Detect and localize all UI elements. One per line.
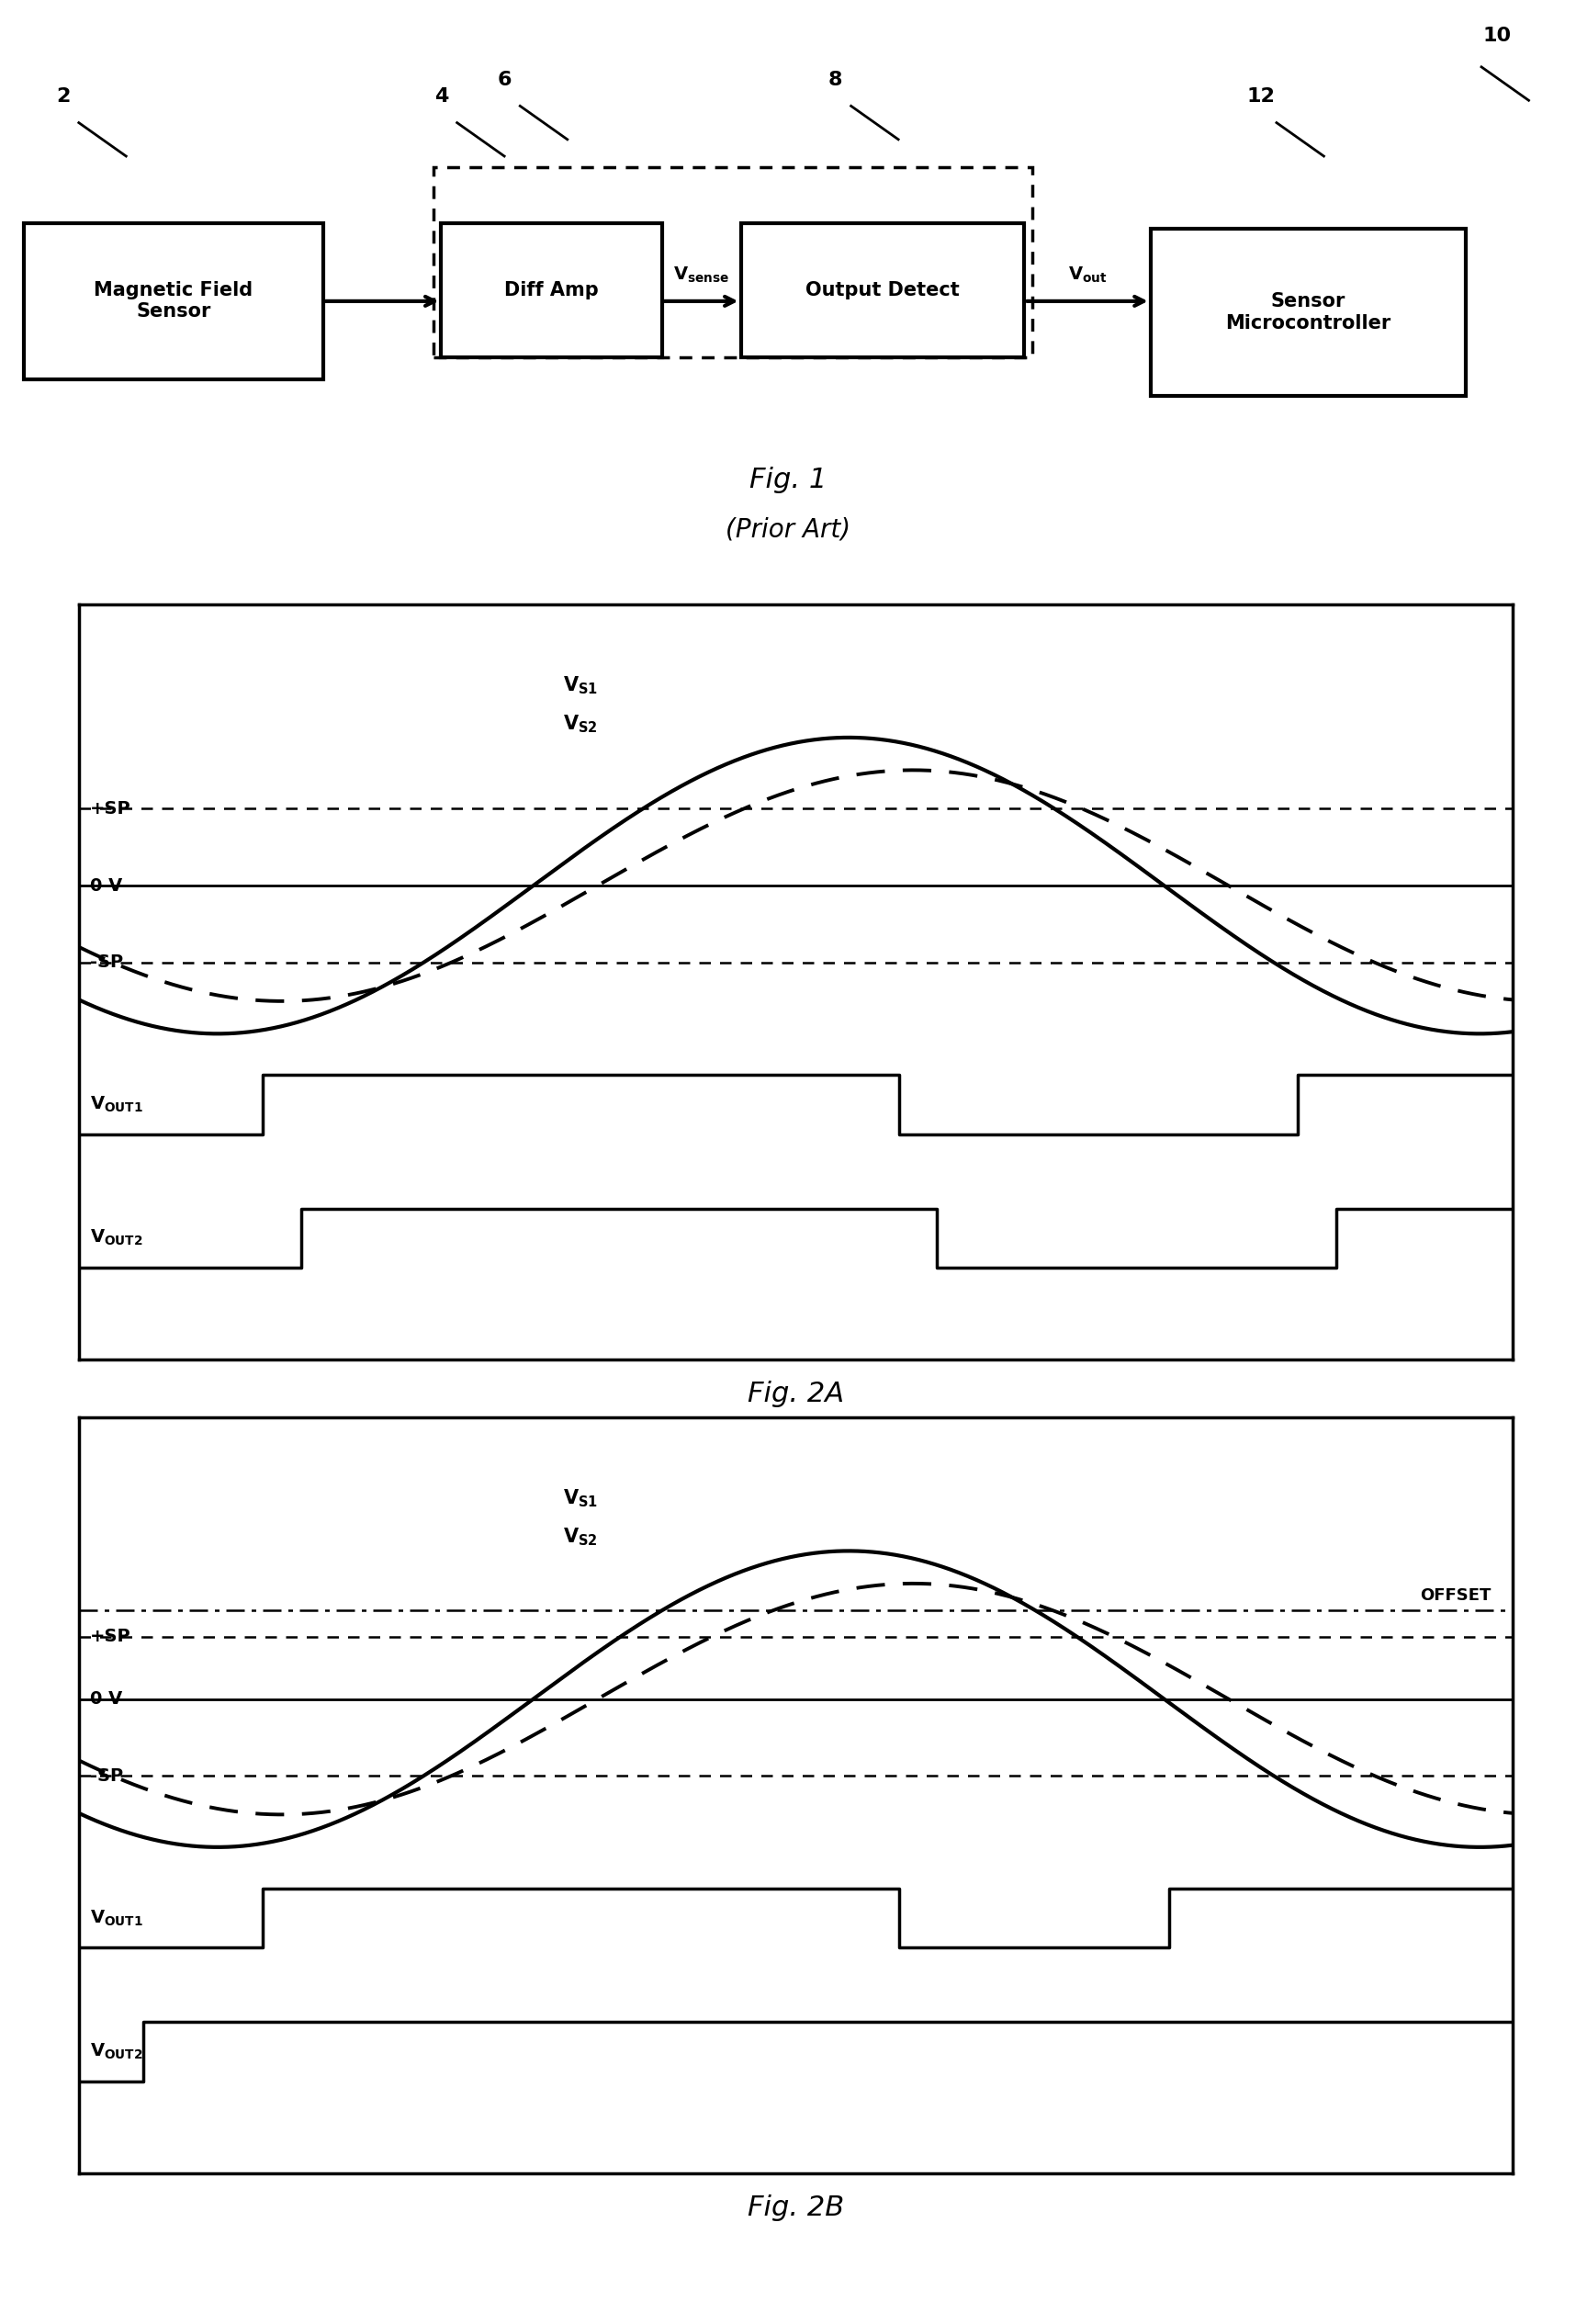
Text: $\mathbf{V_{S2}}$: $\mathbf{V_{S2}}$: [563, 1527, 599, 1548]
Text: Diff Amp: Diff Amp: [504, 281, 599, 300]
Text: $\mathbf{V_{S1}}$: $\mathbf{V_{S1}}$: [563, 1487, 599, 1511]
Text: 10: 10: [1483, 26, 1511, 44]
Text: 4: 4: [435, 88, 448, 107]
Text: Magnetic Field
Sensor: Magnetic Field Sensor: [95, 281, 252, 321]
Text: 6: 6: [496, 70, 512, 88]
Text: $\mathbf{V_{OUT2}}$: $\mathbf{V_{OUT2}}$: [90, 1229, 143, 1248]
Text: $\mathbf{V_{OUT1}}$: $\mathbf{V_{OUT1}}$: [90, 1095, 143, 1116]
Text: $\mathbf{V_{OUT1}}$: $\mathbf{V_{OUT1}}$: [90, 1908, 143, 1929]
Text: (Prior Art): (Prior Art): [725, 516, 851, 544]
Text: 8: 8: [827, 70, 843, 88]
Text: Fig. 2A: Fig. 2A: [747, 1380, 845, 1408]
Text: $\mathbf{V_{S1}}$: $\mathbf{V_{S1}}$: [563, 674, 599, 697]
Text: $\mathbf{V_{out}}$: $\mathbf{V_{out}}$: [1069, 265, 1106, 284]
Bar: [441, 223, 662, 358]
Text: 0 V: 0 V: [90, 876, 123, 895]
Bar: [24, 223, 323, 379]
Text: Sensor
Microcontroller: Sensor Microcontroller: [1225, 293, 1392, 332]
Text: Fig. 2B: Fig. 2B: [747, 2194, 845, 2222]
Bar: [433, 167, 1032, 358]
Text: -SP: -SP: [90, 953, 123, 971]
Text: Fig. 1: Fig. 1: [749, 467, 827, 493]
Text: 12: 12: [1247, 88, 1275, 107]
Text: 2: 2: [57, 88, 69, 107]
Text: +SP: +SP: [90, 799, 131, 818]
Text: $\mathbf{V_{S2}}$: $\mathbf{V_{S2}}$: [563, 713, 599, 734]
Text: $\mathbf{V_{OUT2}}$: $\mathbf{V_{OUT2}}$: [90, 2043, 143, 2061]
Text: Output Detect: Output Detect: [805, 281, 960, 300]
Text: -SP: -SP: [90, 1766, 123, 1785]
Text: +SP: +SP: [90, 1629, 131, 1645]
Bar: [741, 223, 1024, 358]
Text: OFFSET: OFFSET: [1420, 1587, 1491, 1604]
Text: 0 V: 0 V: [90, 1690, 123, 1708]
Text: $\mathbf{V_{sense}}$: $\mathbf{V_{sense}}$: [673, 265, 730, 284]
Bar: [1150, 228, 1466, 395]
